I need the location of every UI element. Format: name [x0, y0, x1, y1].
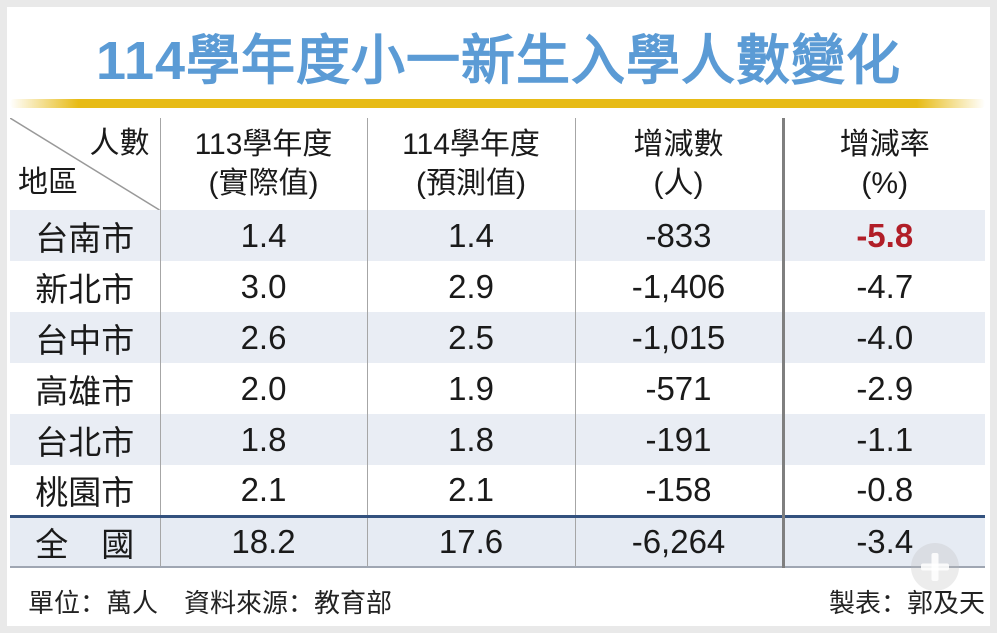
- cell-y113: 2.6: [160, 312, 368, 363]
- data-table: 人數 地區 113學年度 (實際值) 114學年度 (預測值) 增減數 (人): [10, 118, 985, 568]
- table-row: 新北市 3.0 2.9 -1,406 -4.7: [10, 261, 985, 312]
- cell-rate: -1.1: [856, 420, 914, 458]
- footer-credit: 製表：郭及天: [828, 588, 985, 618]
- cell-y113: 1.8: [160, 414, 368, 465]
- column-header-line1: 114學年度: [402, 128, 540, 161]
- cell-rate: -5.8: [856, 216, 914, 254]
- title-underline-bar: [10, 99, 985, 108]
- column-header-113: 113學年度 (實際值): [160, 118, 368, 210]
- column-header-line2: (%): [861, 167, 909, 200]
- column-header-114: 114學年度 (預測值): [367, 118, 576, 210]
- cell-change-total: -6,264: [575, 514, 785, 568]
- table-row: 桃園市 2.1 2.1 -158 -0.8: [10, 465, 985, 516]
- corner-label-count: 人數: [89, 127, 150, 160]
- cell-y113: 2.1: [160, 465, 368, 516]
- cell-rate: -2.9: [856, 369, 914, 407]
- cell-y113: 1.4: [160, 210, 368, 261]
- column-header-line1: 增減率: [839, 128, 930, 161]
- cell-y113-total: 18.2: [160, 514, 368, 568]
- column-header-rate: 增減率 (%): [783, 118, 985, 210]
- cell-change: -158: [575, 465, 785, 516]
- cell-y113: 2.0: [160, 363, 368, 414]
- cell-y114-total: 17.6: [367, 514, 576, 568]
- table-header-row: 人數 地區 113學年度 (實際值) 114學年度 (預測值) 增減數 (人): [10, 118, 985, 210]
- footer-unit-source: 單位：萬人 資料來源：教育部: [28, 588, 393, 618]
- column-header-line1: 增減數: [633, 128, 724, 161]
- cell-change: -191: [575, 414, 785, 465]
- cell-y114: 2.1: [367, 465, 576, 516]
- cell-region-total: 全 國: [10, 514, 161, 568]
- footer: 單位：萬人 資料來源：教育部 製表：郭及天: [28, 583, 985, 620]
- cell-region: 高雄市: [10, 363, 161, 414]
- enrollment-table: 人數 地區 113學年度 (實際值) 114學年度 (預測值) 增減數 (人): [10, 118, 985, 568]
- column-header-change: 增減數 (人): [575, 118, 785, 210]
- cell-region: 台南市: [10, 210, 161, 261]
- corner-label-region: 地區: [18, 166, 78, 199]
- cell-y114: 2.9: [367, 261, 576, 312]
- cell-y114: 2.5: [367, 312, 576, 363]
- cell-y114: 1.8: [367, 414, 576, 465]
- cell-region: 台中市: [10, 312, 161, 363]
- table-row-total: 全 國 18.2 17.6 -6,264 -3.4: [10, 514, 985, 568]
- column-header-line1: 113學年度: [194, 128, 333, 161]
- cell-change: -833: [575, 210, 785, 261]
- cell-y114: 1.9: [367, 363, 576, 414]
- cell-region: 台北市: [10, 414, 161, 465]
- cell-rate: -0.8: [856, 470, 914, 508]
- table-row: 高雄市 2.0 1.9 -571 -2.9: [10, 363, 985, 414]
- column-header-line2: (預測值): [416, 167, 526, 200]
- cell-rate: -4.7: [856, 267, 914, 305]
- zoom-plus-watermark-icon: [911, 543, 959, 591]
- diagonal-divider-line: [10, 118, 159, 210]
- table-row: 台南市 1.4 1.4 -833 -5.8: [10, 210, 985, 261]
- cell-y114: 1.4: [367, 210, 576, 261]
- cell-region: 新北市: [10, 261, 161, 312]
- cell-y113: 3.0: [160, 261, 368, 312]
- cell-rate-total: -3.4: [783, 514, 985, 568]
- cell-region: 桃園市: [10, 465, 161, 516]
- cell-change: -571: [575, 363, 785, 414]
- page-title: 114學年度小一新生入學人數變化: [95, 31, 902, 91]
- cell-change: -1,015: [575, 312, 785, 363]
- cell-change: -1,406: [575, 261, 785, 312]
- corner-header-cell: 人數 地區: [10, 118, 161, 210]
- column-header-line2: (實際值): [208, 167, 319, 200]
- table-row: 台北市 1.8 1.8 -191 -1.1: [10, 414, 985, 465]
- column-header-line2: (人): [653, 167, 704, 200]
- cell-rate: -4.0: [856, 318, 914, 356]
- table-row: 台中市 2.6 2.5 -1,015 -4.0: [10, 312, 985, 363]
